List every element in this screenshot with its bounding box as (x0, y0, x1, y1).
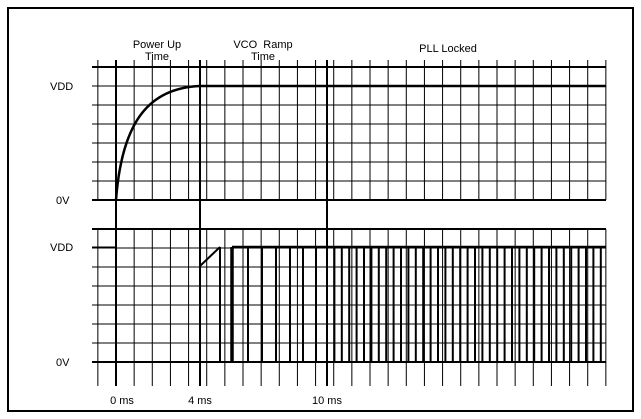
upper-0v-label: 0V (56, 195, 70, 207)
time-label-4ms: 4 ms (188, 395, 212, 407)
pll-output-waveform (199, 245, 606, 362)
lower-vdd-label: VDD (50, 242, 73, 254)
time-label-10ms: 10 ms (312, 395, 342, 407)
vco-ramp-label-line2: Time (251, 51, 275, 63)
pll-locked-label: PLL Locked (419, 43, 477, 55)
lower-0v-label: 0V (56, 357, 70, 369)
power-up-label-line2: Time (145, 51, 169, 63)
supply-voltage-curve (114, 84, 606, 201)
vco-ramp-label-line1: VCO Ramp (233, 39, 292, 51)
upper-vdd-label: VDD (50, 81, 73, 93)
power-up-label-line1: Power Up (133, 39, 181, 51)
upper-panel-grid (92, 60, 607, 201)
vco-ramp-segment (199, 246, 221, 267)
time-label-0ms: 0 ms (110, 395, 134, 407)
diagram-frame (7, 7, 634, 412)
